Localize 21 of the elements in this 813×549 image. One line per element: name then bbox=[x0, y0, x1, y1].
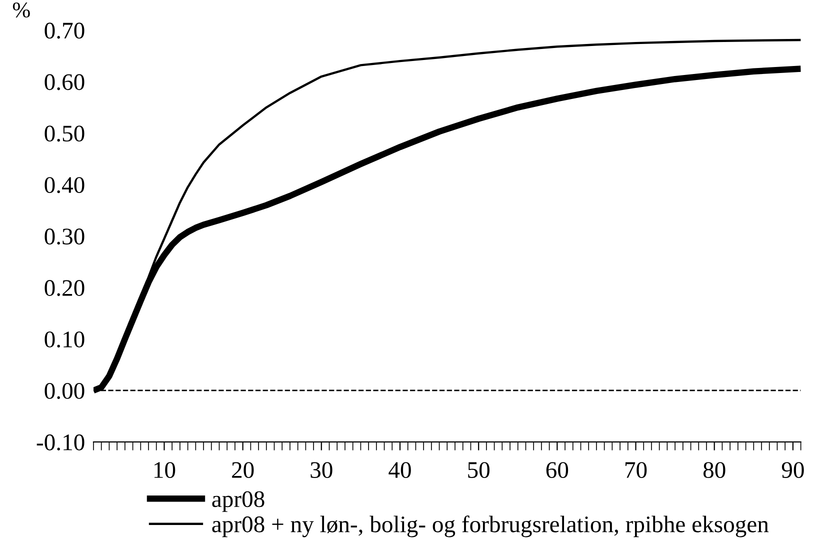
y-tick-label: 0.20 bbox=[44, 280, 84, 296]
y-tick-label: 0.00 bbox=[44, 382, 84, 400]
x-tick-label: 60 bbox=[546, 462, 568, 478]
legend-label: apr08 + ny løn-, bolig- og forbrugsrelation, rpibhe eksogen bbox=[212, 515, 769, 538]
x-tick-label: 40 bbox=[388, 462, 411, 478]
y-tick-label: 0.50 bbox=[44, 126, 84, 142]
y-tick-label: 0.40 bbox=[44, 177, 84, 194]
y-tick-label: 0.70 bbox=[44, 22, 84, 39]
x-tick-label: 20 bbox=[232, 462, 254, 478]
y-tick-label: 0.10 bbox=[44, 332, 84, 348]
x-tick-label: 10 bbox=[154, 462, 176, 478]
x-tick-label: 50 bbox=[468, 462, 490, 478]
x-tick-label: 90 bbox=[782, 462, 804, 478]
x-tick-label: 80 bbox=[703, 462, 726, 478]
y-tick-label: -0.10 bbox=[36, 434, 84, 450]
y-tick-label: 0.30 bbox=[44, 228, 84, 245]
y-tick-label: 0.60 bbox=[44, 74, 84, 90]
x-tick-label: 30 bbox=[310, 462, 332, 478]
legend-label: apr08 bbox=[212, 491, 264, 512]
x-tick-label: 70 bbox=[626, 462, 647, 478]
y-axis-title: % bbox=[12, 2, 30, 18]
